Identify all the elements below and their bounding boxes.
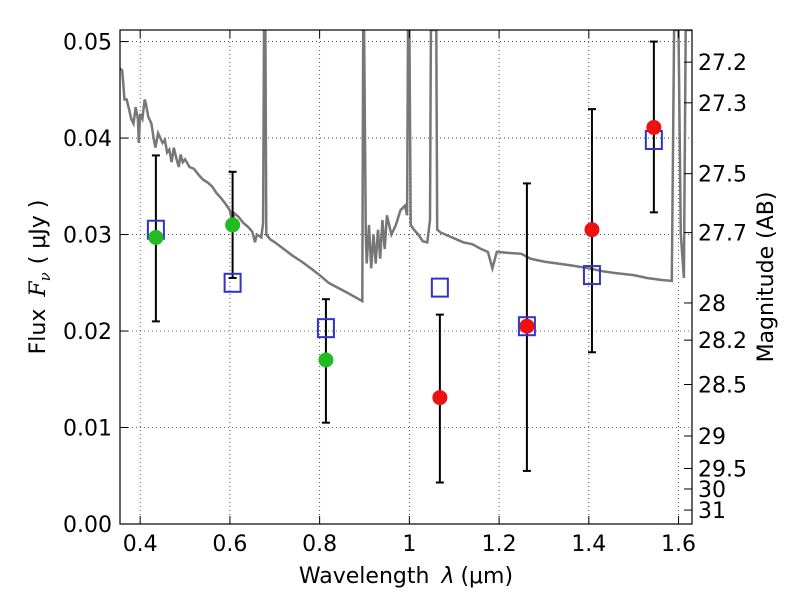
green-point-marker bbox=[225, 217, 241, 233]
plot-frame bbox=[119, 29, 693, 525]
y-tick-label: 0.00 bbox=[63, 513, 112, 538]
model-square-marker bbox=[316, 318, 335, 339]
mag-tick-label: 27.7 bbox=[698, 222, 747, 247]
y-tick-label: 0.05 bbox=[63, 31, 112, 56]
mag-tick-label: 28.2 bbox=[698, 329, 747, 354]
y-tick-label: 0.04 bbox=[63, 127, 112, 152]
data-markers bbox=[146, 40, 663, 484]
green-point-marker bbox=[148, 229, 164, 245]
x-tick-label: 1.6 bbox=[661, 532, 696, 557]
mag-tick-label: 27.5 bbox=[698, 163, 747, 188]
mag-tick-label: 29.5 bbox=[698, 457, 747, 482]
mag-tick-label: 31 bbox=[698, 499, 726, 524]
y-tick-label: 0.03 bbox=[63, 224, 112, 249]
mag-tick-label: 30 bbox=[698, 478, 726, 503]
x-tick-label: 0.8 bbox=[302, 532, 337, 557]
mag-tick-label: 27.2 bbox=[698, 51, 747, 76]
x-tick-label: 1.2 bbox=[482, 532, 517, 557]
x-tick-label: 0.4 bbox=[123, 532, 158, 557]
model-square-marker bbox=[517, 316, 536, 337]
grid bbox=[120, 30, 692, 524]
y-tick-label: 0.02 bbox=[63, 320, 112, 345]
x-tick-label: 0.6 bbox=[212, 532, 247, 557]
y2-axis-label: Magnitude (AB) bbox=[754, 192, 779, 363]
red-point-marker bbox=[584, 222, 600, 238]
y-axis-label: FluxFν( μJy ) bbox=[26, 200, 54, 355]
mag-tick-label: 28 bbox=[698, 292, 726, 317]
x-axis-label: Wavelength λ (μm) bbox=[299, 564, 513, 589]
red-point-marker bbox=[519, 318, 535, 334]
red-point-marker bbox=[432, 390, 448, 406]
model-square-marker bbox=[582, 265, 601, 286]
green-point-marker bbox=[318, 352, 334, 368]
template-spectrum-line bbox=[120, 30, 692, 304]
model-square-marker bbox=[223, 272, 242, 293]
x-tick-label: 1 bbox=[402, 532, 416, 557]
mag-tick-label: 28.5 bbox=[698, 374, 747, 399]
axis-ticks: 0.4 0.6 0.8 1 1.2 1.4 1.6 0.00 0.01 0.02 0.03 0.04 0… bbox=[63, 30, 747, 557]
y-tick-label: 0.01 bbox=[63, 417, 112, 442]
mag-tick-label: 27.3 bbox=[698, 92, 747, 117]
mag-tick-label: 29 bbox=[698, 425, 726, 450]
red-point-marker bbox=[646, 119, 662, 135]
x-tick-label: 1.4 bbox=[571, 532, 606, 557]
template-spectrum bbox=[120, 30, 692, 304]
model-square-marker bbox=[430, 277, 449, 298]
